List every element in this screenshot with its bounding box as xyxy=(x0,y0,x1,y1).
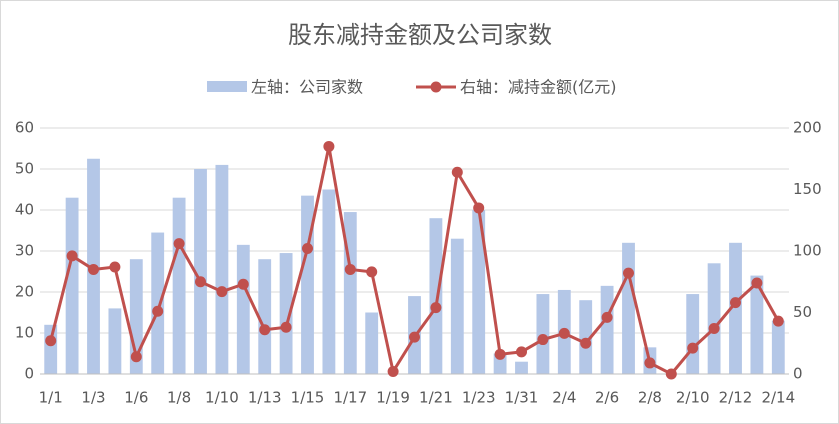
x-tick-label: 1/23 xyxy=(462,389,496,407)
marker xyxy=(45,335,57,347)
y-tick-label: 30 xyxy=(15,242,34,260)
x-tick-label: 1/3 xyxy=(81,389,105,407)
bar xyxy=(236,244,250,374)
chart-title: 股东减持金额及公司家数 xyxy=(288,21,552,49)
bar xyxy=(579,300,593,374)
marker xyxy=(687,342,699,354)
y-tick-label: 50 xyxy=(15,160,34,178)
bar xyxy=(686,294,700,374)
y-tick-label: 60 xyxy=(15,119,34,137)
bar xyxy=(600,285,614,374)
x-tick-label: 1/1 xyxy=(39,389,63,407)
bar xyxy=(65,197,79,374)
x-tick-label: 2/14 xyxy=(761,389,795,407)
x-tick-label: 2/12 xyxy=(719,389,753,407)
marker xyxy=(623,267,634,279)
x-tick-label: 1/13 xyxy=(248,389,282,407)
marker xyxy=(473,202,485,214)
x-tick-label: 1/31 xyxy=(505,389,539,407)
marker xyxy=(302,243,313,255)
legend-label: 右轴：减持金额(亿元) xyxy=(460,78,617,97)
marker xyxy=(451,166,463,178)
marker xyxy=(109,261,121,273)
marker xyxy=(88,263,99,275)
x-tick-label: 1/17 xyxy=(333,389,367,407)
marker xyxy=(366,266,378,278)
bar xyxy=(151,232,165,374)
x-tick-label: 1/21 xyxy=(419,389,453,407)
marker xyxy=(173,238,185,250)
x-tick-label: 1/19 xyxy=(376,389,410,407)
bar xyxy=(472,210,486,374)
bar xyxy=(279,253,293,374)
marker xyxy=(516,346,527,358)
marker xyxy=(152,305,164,317)
bar xyxy=(258,259,272,374)
marker xyxy=(665,368,677,380)
legend-label: 左轴：公司家数 xyxy=(251,78,363,97)
y-tick-label: 10 xyxy=(15,324,34,342)
marker xyxy=(751,277,763,289)
marker xyxy=(195,276,206,288)
y2-tick-label: 200 xyxy=(793,119,822,137)
marker xyxy=(387,366,399,378)
marker xyxy=(323,140,335,152)
y-tick-label: 20 xyxy=(15,283,34,301)
marker xyxy=(130,351,142,363)
legend-swatch xyxy=(430,81,442,93)
marker xyxy=(558,327,570,339)
bar xyxy=(536,294,550,374)
x-tick-label: 1/8 xyxy=(167,389,191,407)
bar xyxy=(215,164,229,374)
y2-tick-label: 150 xyxy=(793,180,822,198)
x-tick-label: 1/15 xyxy=(291,389,325,407)
bar xyxy=(322,189,336,374)
marker xyxy=(280,321,292,333)
x-tick-label: 2/8 xyxy=(638,389,662,407)
bar xyxy=(515,361,528,374)
bar xyxy=(429,218,443,374)
marker xyxy=(409,331,420,343)
marker xyxy=(537,334,549,346)
marker xyxy=(730,297,741,309)
marker xyxy=(237,278,249,290)
x-tick-label: 2/4 xyxy=(552,389,576,407)
bar xyxy=(622,242,635,374)
marker xyxy=(601,311,613,323)
bar xyxy=(172,197,186,374)
bar xyxy=(44,324,58,374)
bar xyxy=(108,308,122,374)
bar xyxy=(750,275,764,374)
marker xyxy=(344,263,356,275)
bar xyxy=(365,312,379,374)
y2-tick-label: 100 xyxy=(793,242,822,260)
y-tick-label: 40 xyxy=(15,201,34,219)
bar xyxy=(450,238,464,374)
bar xyxy=(771,320,785,374)
x-tick-label: 1/6 xyxy=(124,389,148,407)
marker xyxy=(216,286,228,298)
marker xyxy=(708,322,720,334)
bar xyxy=(707,263,721,374)
bar xyxy=(729,242,742,374)
marker xyxy=(494,348,506,360)
bar xyxy=(194,169,207,374)
x-tick-label: 2/10 xyxy=(676,389,710,407)
legend-swatch xyxy=(207,81,247,92)
y2-tick-label: 50 xyxy=(793,303,812,321)
y-tick-label: 0 xyxy=(24,365,34,383)
x-tick-label: 1/10 xyxy=(205,389,239,407)
marker xyxy=(66,250,78,262)
marker xyxy=(772,315,784,327)
marker xyxy=(430,302,442,314)
marker xyxy=(259,324,271,336)
marker xyxy=(644,357,656,369)
y2-tick-label: 0 xyxy=(793,365,803,383)
marker xyxy=(580,337,592,349)
x-tick-label: 2/6 xyxy=(595,389,619,407)
